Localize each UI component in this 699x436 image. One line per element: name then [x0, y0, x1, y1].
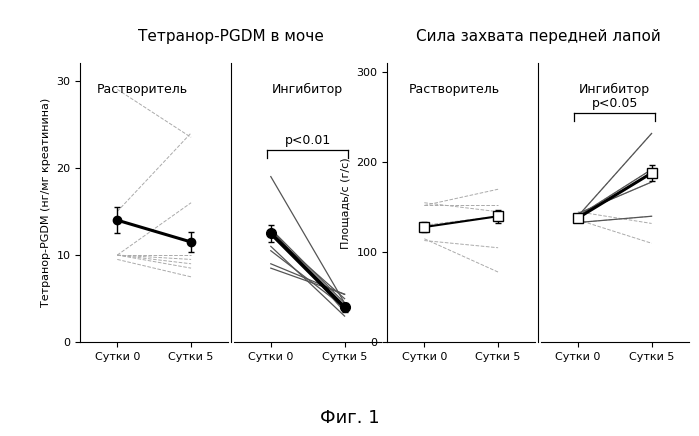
Text: Ингибитор: Ингибитор [272, 83, 343, 96]
Text: Фиг. 1: Фиг. 1 [319, 409, 380, 427]
Text: p<0.05: p<0.05 [591, 97, 638, 109]
Text: Ингибитор: Ингибитор [579, 83, 650, 96]
Text: Растворитель: Растворитель [97, 83, 188, 96]
Text: Сила захвата передней лапой: Сила захвата передней лапой [416, 29, 661, 44]
Text: Растворитель: Растворитель [408, 83, 499, 96]
Text: Тетранор-PGDM в моче: Тетранор-PGDM в моче [138, 29, 324, 44]
Text: p<0.01: p<0.01 [284, 134, 331, 147]
Y-axis label: Площадь/с (г/с): Площадь/с (г/с) [341, 157, 351, 249]
Y-axis label: Тетранор-PGDM (нг/мг креатинина): Тетранор-PGDM (нг/мг креатинина) [41, 98, 51, 307]
